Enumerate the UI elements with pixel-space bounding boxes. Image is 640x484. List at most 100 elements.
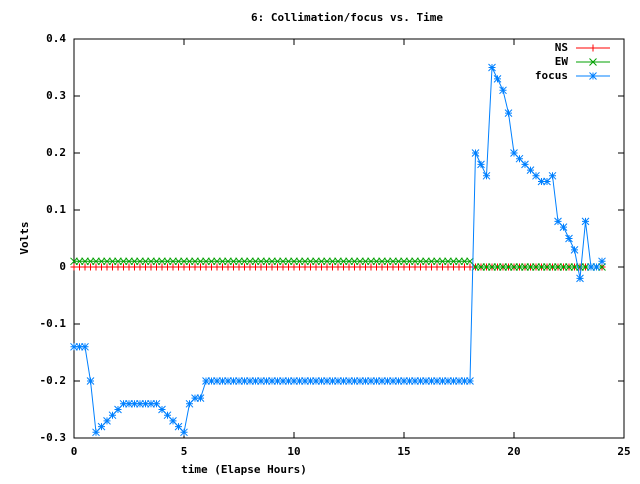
data-point bbox=[449, 257, 458, 266]
data-point bbox=[224, 257, 232, 266]
data-point bbox=[515, 263, 524, 271]
x-tick-label: 15 bbox=[397, 445, 410, 458]
data-point bbox=[317, 377, 326, 385]
data-point bbox=[207, 257, 216, 266]
data-point bbox=[163, 411, 172, 420]
data-point bbox=[268, 377, 276, 385]
data-point bbox=[438, 257, 447, 266]
y-tick-label: -0.3 bbox=[40, 431, 67, 444]
y-tick-label: 0.3 bbox=[46, 89, 66, 102]
data-point bbox=[361, 377, 370, 385]
data-point bbox=[510, 263, 518, 271]
data-point bbox=[235, 377, 243, 385]
data-point bbox=[598, 257, 606, 266]
data-point bbox=[405, 377, 414, 385]
data-point bbox=[136, 257, 144, 266]
data-point bbox=[108, 411, 117, 420]
data-point bbox=[279, 257, 287, 266]
data-point bbox=[345, 377, 353, 385]
data-point bbox=[158, 405, 166, 414]
data-point bbox=[235, 257, 243, 266]
data-point bbox=[251, 257, 260, 266]
data-point bbox=[312, 377, 320, 385]
data-point bbox=[97, 257, 106, 266]
data-point bbox=[185, 257, 194, 266]
data-point bbox=[444, 377, 452, 385]
data-point bbox=[229, 257, 238, 266]
data-point bbox=[356, 257, 364, 266]
data-point bbox=[317, 257, 326, 266]
data-point bbox=[488, 63, 496, 72]
data-point bbox=[323, 377, 331, 385]
data-point bbox=[504, 109, 513, 117]
data-point bbox=[196, 394, 205, 402]
data-point bbox=[301, 377, 309, 385]
data-point bbox=[86, 377, 95, 385]
data-point bbox=[246, 377, 254, 385]
legend-marker bbox=[589, 44, 597, 52]
data-point bbox=[328, 257, 337, 266]
data-point bbox=[70, 342, 78, 351]
data-point bbox=[460, 257, 469, 266]
data-point bbox=[537, 263, 546, 271]
data-point bbox=[284, 377, 293, 385]
legend-marker bbox=[589, 72, 597, 80]
y-tick-label: 0.1 bbox=[46, 203, 66, 216]
data-point bbox=[207, 377, 216, 385]
data-point bbox=[301, 257, 309, 266]
data-point bbox=[504, 263, 513, 271]
data-point bbox=[543, 263, 551, 271]
data-point bbox=[268, 257, 276, 266]
data-point bbox=[570, 263, 579, 271]
data-point bbox=[383, 377, 392, 385]
data-point bbox=[202, 257, 210, 266]
data-point bbox=[411, 377, 419, 385]
data-point bbox=[515, 154, 524, 163]
data-point bbox=[152, 399, 161, 408]
data-point bbox=[394, 257, 403, 266]
data-point bbox=[548, 263, 557, 271]
data-point bbox=[416, 377, 425, 385]
data-point bbox=[526, 263, 535, 271]
x-tick-label: 20 bbox=[507, 445, 520, 458]
data-point bbox=[147, 257, 155, 266]
data-point bbox=[180, 428, 188, 437]
legend-label: NS bbox=[555, 41, 568, 54]
data-point bbox=[213, 377, 221, 385]
data-point bbox=[108, 257, 117, 266]
data-point bbox=[125, 399, 133, 408]
data-point bbox=[532, 171, 540, 180]
x-axis-label: time (Elapse Hours) bbox=[181, 463, 307, 476]
data-point bbox=[185, 399, 194, 408]
y-tick-label: 0 bbox=[59, 260, 66, 273]
data-point bbox=[224, 377, 232, 385]
data-point bbox=[180, 257, 188, 266]
data-point bbox=[361, 257, 370, 266]
data-point bbox=[400, 377, 408, 385]
data-point bbox=[482, 171, 491, 180]
data-point bbox=[246, 257, 254, 266]
data-point bbox=[581, 217, 590, 226]
legend-label: EW bbox=[555, 55, 569, 68]
data-point bbox=[147, 399, 155, 408]
data-point bbox=[202, 377, 210, 385]
data-point bbox=[460, 377, 469, 385]
data-point bbox=[367, 257, 375, 266]
chart-title: 6: Collimation/focus vs. Time bbox=[251, 11, 443, 24]
data-point bbox=[273, 377, 282, 385]
data-point bbox=[394, 377, 403, 385]
data-point bbox=[455, 257, 463, 266]
x-tick-label: 25 bbox=[617, 445, 630, 458]
data-point bbox=[493, 263, 502, 271]
legend-marker bbox=[589, 58, 597, 66]
data-point bbox=[295, 257, 304, 266]
data-point bbox=[191, 394, 199, 402]
data-point bbox=[141, 257, 150, 266]
data-point bbox=[92, 428, 100, 437]
data-point bbox=[141, 399, 150, 408]
data-point bbox=[493, 75, 502, 83]
data-point bbox=[92, 257, 100, 266]
data-point bbox=[240, 257, 249, 266]
data-point bbox=[488, 263, 496, 271]
